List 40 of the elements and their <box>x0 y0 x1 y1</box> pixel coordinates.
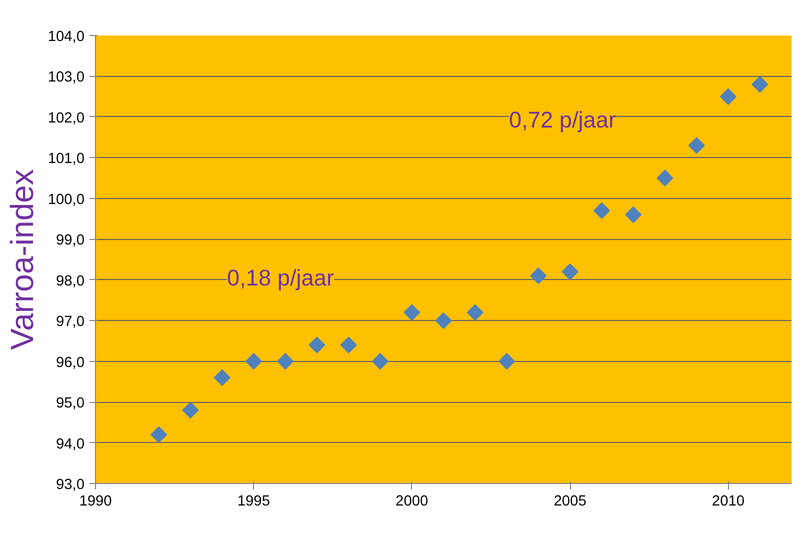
y-tick-label: 95,0 <box>56 396 85 412</box>
point <box>404 304 420 321</box>
point <box>340 336 357 354</box>
y-axis-title: Varroa-index <box>4 169 40 350</box>
y-tick-label: 93,0 <box>56 477 85 493</box>
x-tick-label: 1990 <box>79 494 112 510</box>
y-tick-label: 101,0 <box>48 151 85 168</box>
point <box>562 263 578 280</box>
point <box>214 369 230 386</box>
annotation: 0,72 p/jaar <box>508 106 616 132</box>
point <box>688 137 705 154</box>
y-tick-label: 96,0 <box>56 354 85 371</box>
point <box>498 353 516 370</box>
point <box>593 202 610 219</box>
point <box>308 336 326 354</box>
point <box>245 353 262 370</box>
y-tick-label: 103,0 <box>48 70 85 86</box>
point <box>720 88 737 105</box>
x-tick-label: 2005 <box>554 494 586 510</box>
point <box>150 426 168 443</box>
point <box>372 353 389 370</box>
y-tick-label: 102,0 <box>48 110 85 126</box>
point <box>466 304 484 321</box>
point <box>656 170 674 186</box>
y-tick-label: 104,0 <box>48 29 85 45</box>
y-tick-label: 99,0 <box>56 232 85 249</box>
point <box>625 206 642 223</box>
x-tick-label: 2010 <box>712 494 745 510</box>
y-tick-label: 100,0 <box>48 192 85 208</box>
y-tick-label: 94,0 <box>56 436 85 452</box>
annotation: 0,18 p/jaar <box>226 264 334 290</box>
x-tick-label: 1995 <box>237 494 270 510</box>
point <box>752 76 768 93</box>
y-tick-label: 98,0 <box>56 273 85 290</box>
y-tick-label: 97,0 <box>56 314 85 330</box>
point <box>182 402 199 418</box>
point <box>435 312 452 329</box>
point <box>277 353 294 370</box>
point <box>530 268 547 284</box>
x-tick-label: 2000 <box>396 494 428 510</box>
